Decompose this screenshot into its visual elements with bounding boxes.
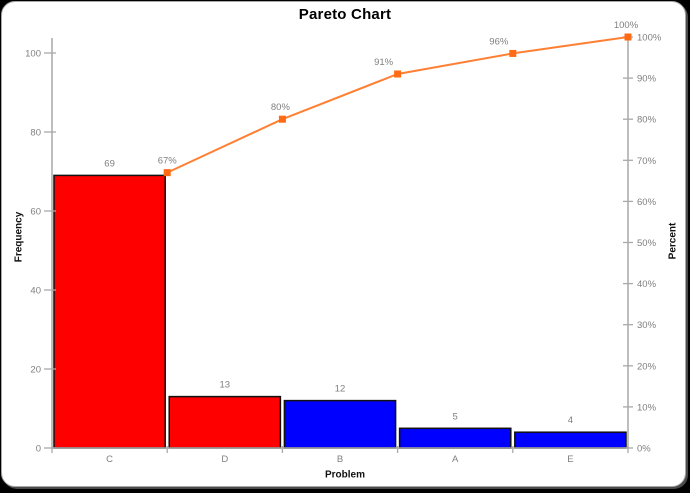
- category-label-C: C: [106, 454, 113, 465]
- right-axis-tick-label: 70%: [637, 156, 657, 167]
- x-axis-label-problem: Problem: [324, 469, 366, 481]
- bar-value-label: 13: [220, 380, 231, 391]
- category-label-A: A: [452, 454, 459, 465]
- left-axis-tick-label: 0: [36, 444, 41, 455]
- line-marker: [624, 33, 632, 41]
- cumulative-line: [166, 36, 629, 174]
- bar-A: [398, 427, 512, 449]
- right-axis-tick-label: 10%: [637, 402, 657, 413]
- right-axis-tick-label: 50%: [637, 238, 657, 249]
- cumulative-percent-label: 96%: [489, 36, 509, 47]
- chart-title: Pareto Chart: [298, 6, 392, 23]
- bar-E: [514, 431, 627, 449]
- category-label-B: B: [337, 454, 343, 465]
- category-label-E: E: [567, 454, 573, 465]
- category-label-D: D: [221, 454, 228, 465]
- bar-B: [283, 399, 397, 449]
- line-marker: [394, 70, 402, 78]
- bar-C: [53, 174, 166, 449]
- line-marker: [163, 169, 171, 177]
- right-axis-tick-label: 80%: [637, 115, 657, 126]
- left-axis-tick-label: 100: [25, 49, 41, 60]
- cumulative-percent-label: 91%: [374, 57, 394, 68]
- right-axis-tick-label: 0%: [637, 444, 651, 455]
- bar-value-label: 69: [104, 158, 115, 169]
- left-axis-tick-label: 60: [30, 207, 41, 218]
- line-marker: [278, 115, 286, 123]
- right-axis-tick-label: 60%: [637, 197, 657, 208]
- cumulative-percent-label: 67%: [158, 156, 178, 167]
- right-axis-tick-label: 90%: [637, 74, 657, 85]
- left-axis-tick-label: 40: [30, 286, 41, 297]
- right-axis-tick-label: 100%: [637, 33, 662, 44]
- cumulative-percent-label: 100%: [614, 20, 639, 31]
- right-axis-tick-label: 20%: [637, 361, 657, 372]
- right-axis-tick-label: 40%: [637, 279, 657, 290]
- bar-D: [168, 395, 282, 449]
- left-axis-tick-label: 80: [30, 128, 41, 139]
- bar-value-label: 5: [453, 411, 458, 422]
- line-marker: [509, 49, 517, 57]
- bar-value-label: 4: [568, 415, 573, 426]
- left-axis-tick-label: 20: [30, 365, 41, 376]
- bar-value-label: 12: [335, 384, 346, 395]
- cumulative-percent-label: 80%: [271, 102, 291, 113]
- right-axis-tick-label: 30%: [637, 320, 657, 331]
